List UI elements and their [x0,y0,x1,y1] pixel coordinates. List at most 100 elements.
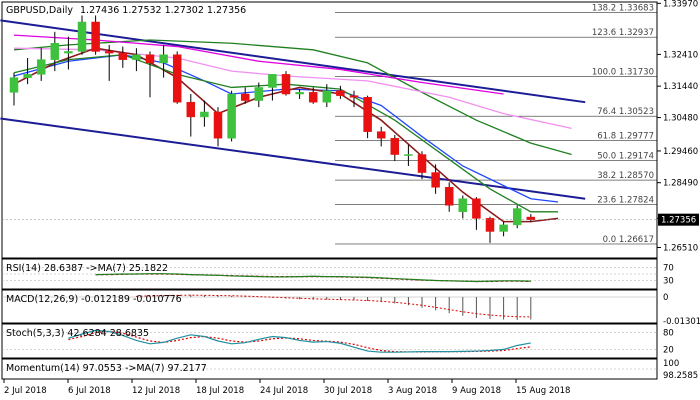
stoch-panel-frame [1,323,658,359]
rsi-line [95,273,531,283]
candle-body [363,97,372,132]
candle-body [336,90,345,96]
stoch-label: Stoch(5,3,3) 42.6284 28.6835 [6,328,149,339]
rsi-label: RSI(14) 28.6387 ->MA(7) 25.1822 [6,263,168,274]
candle-body [417,154,427,173]
candle-body [499,224,508,232]
price-tick-label: 1.32410 [663,50,698,60]
moving-average-line [13,39,572,156]
candle-body [159,54,168,64]
time-tick-label: 15 Aug 2018 [516,386,570,396]
candle-body [254,87,264,101]
macd-panel-frame [1,289,658,324]
candle-body [512,208,522,226]
candle-body [145,54,155,64]
indicator-tick-label: 0 [663,293,668,303]
time-tick-label: 18 Jul 2018 [196,386,244,396]
momentum-label: Momentum(14) 97.0553 ->MA(7) 97.2177 [6,363,207,374]
candle-body [444,187,454,206]
candle-body [9,77,19,93]
candle-body [322,90,332,103]
fibonacci-levels: 138.2 1.33683 123.6 1.32937 100.0 1.31730 7… [335,4,657,245]
macd-label: MACD(12,26,9) -0.012189 -0.010776 [6,294,182,305]
price-tick-label: 1.33970 [663,0,698,9]
candle-body [213,111,223,139]
fib-label: 0.0 1.26617 [603,235,654,245]
rsi-ma-line [95,273,531,283]
price-tick-label: 1.31440 [663,82,698,92]
candle-body [295,92,304,95]
fib-label: 23.6 1.27824 [597,195,654,205]
price-tick-label: 1.30480 [663,114,698,124]
moving-average-line [13,54,558,213]
candle-body [91,21,100,52]
indicator-tick-label: 100 [663,359,679,369]
indicator-tick-label: 30 [663,277,674,287]
candle-body [281,74,291,95]
candle-body [308,92,318,103]
candle-body [390,137,400,155]
time-tick-label: 3 Aug 2018 [388,386,437,396]
candle-body [268,74,277,88]
stoch-k-line [68,329,531,353]
candle-body [50,43,60,60]
indicators: 70 30 0 -0.01301 80 20 100 98.2585 [2,264,700,381]
indicator-tick-label: 70 [663,264,674,274]
fib-label: 76.4 1.30523 [597,107,654,117]
candle-body [118,52,128,60]
candle-body [431,172,440,188]
time-tick-label: 30 Jul 2018 [324,386,372,396]
indicator-tick-label: 20 [663,345,674,355]
price-tick-label: 1.29460 [663,147,698,157]
time-axis: 2 Jul 2018 6 Jul 2018 12 Jul 2018 18 Jul 20… [3,379,570,396]
macd-signal-line [136,294,531,318]
candle-body [172,54,182,103]
main-panel-frame [1,1,658,259]
last-price-label: 1.27356 [661,216,696,226]
fib-label: 61.8 1.29777 [597,132,654,142]
price-tick-label: 1.28490 [663,179,698,189]
candle-body [186,101,196,118]
time-tick-label: 12 Jul 2018 [132,386,180,396]
candle-body [36,59,46,75]
price-axis: 1.33970 1.32410 1.31440 1.30480 1.29460 1.284… [657,0,699,253]
ohlc-label: 1.27436 1.27532 1.27302 1.27356 [80,5,246,16]
price-tick-label: 1.26510 [663,243,698,253]
time-tick-label: 9 Aug 2018 [452,386,501,396]
fib-label: 138.2 1.33683 [592,4,654,14]
indicator-tick-label: -0.01301 [663,317,700,327]
fib-label: 38.2 1.28570 [597,171,654,181]
candlesticks [2,15,657,243]
trendline [0,117,586,200]
candle-body [349,95,359,98]
fib-label: 100.0 1.31730 [592,68,654,78]
candle-body [376,131,386,139]
fib-label: 123.6 1.32937 [592,28,654,38]
trendlines [0,19,586,200]
candle-body [104,51,114,54]
time-tick-label: 6 Jul 2018 [68,386,111,396]
candle-body [240,93,250,101]
candle-body [200,111,209,118]
chart-title: GBPUSD,Daily 1.27436 1.27532 1.27302 1.2… [6,5,246,16]
symbol-label: GBPUSD,Daily [6,5,73,16]
candle-body [458,198,468,213]
candle-body [227,93,236,139]
candle-body [64,51,73,54]
time-tick-label: 2 Jul 2018 [4,386,47,396]
last-price-box [658,213,699,226]
indicator-tick-label: 80 [663,329,674,339]
moving-averages [13,34,572,223]
fib-label: 50.0 1.29174 [597,151,654,161]
candle-body [404,154,413,156]
candle-body [526,216,536,220]
candle-body [472,198,481,219]
candle-body [485,218,495,232]
candle-body [23,74,32,78]
time-tick-label: 24 Jul 2018 [260,386,308,396]
candle-body [132,54,141,60]
indicator-tick-label: 98.2585 [663,371,698,381]
candle-body [77,21,87,52]
